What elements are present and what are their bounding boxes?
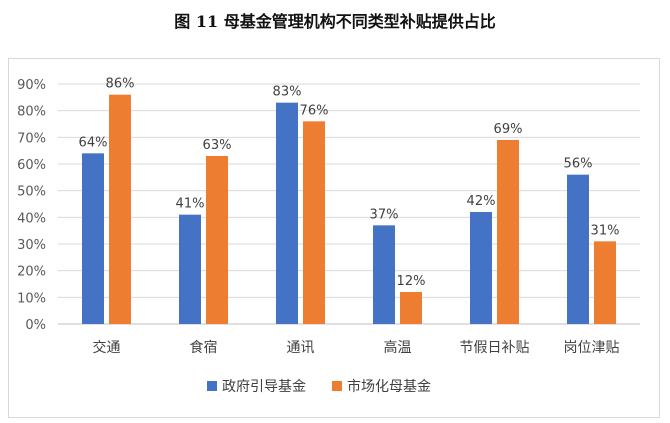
legend-label: 市场化母基金 xyxy=(347,378,431,395)
bar xyxy=(470,212,492,324)
y-tick-label: 80% xyxy=(17,105,46,120)
data-label: 83% xyxy=(273,85,302,100)
y-tick-label: 40% xyxy=(17,211,46,226)
bars xyxy=(82,94,616,325)
data-label: 76% xyxy=(300,103,329,118)
data-label: 63% xyxy=(203,138,232,153)
y-tick-label: 60% xyxy=(17,158,46,173)
x-category-label: 通讯 xyxy=(287,340,315,356)
data-label: 12% xyxy=(397,274,426,289)
x-category-label: 岗位津贴 xyxy=(564,340,620,356)
y-tick-label: 90% xyxy=(17,78,46,93)
bar xyxy=(206,156,228,324)
gridlines xyxy=(58,83,640,325)
bar xyxy=(567,174,589,324)
chart-title: 图 11 母基金管理机构不同类型补贴提供占比 xyxy=(174,12,496,31)
data-label: 41% xyxy=(176,197,205,212)
legend-swatch xyxy=(207,381,217,391)
y-tick-label: 70% xyxy=(17,131,46,146)
data-label: 86% xyxy=(106,77,135,92)
bar xyxy=(303,121,325,324)
data-label: 69% xyxy=(494,122,523,137)
x-category-label: 交通 xyxy=(93,339,121,356)
chart-frame xyxy=(8,58,660,418)
legend-label: 政府引导基金 xyxy=(222,378,306,395)
data-label: 64% xyxy=(79,135,108,150)
legend-swatch xyxy=(332,381,342,391)
x-category-label: 食宿 xyxy=(190,339,218,356)
data-label: 42% xyxy=(467,194,496,209)
y-tick-label: 50% xyxy=(17,185,46,200)
data-label: 56% xyxy=(564,157,593,172)
bar xyxy=(109,94,131,325)
bar xyxy=(179,214,201,324)
data-label: 37% xyxy=(370,207,399,222)
x-category-label: 节假日补贴 xyxy=(460,340,530,356)
legend: 政府引导基金 市场化母基金 xyxy=(207,378,431,395)
x-category-label: 高温 xyxy=(384,339,412,356)
bar xyxy=(400,292,422,324)
x-axis-categories: 交通 食宿 通讯 高温 节假日补贴 岗位津贴 xyxy=(93,339,620,356)
y-axis-ticks: 0% 10% 20% 30% 40% 50% 60% 70% 80% 90% xyxy=(17,78,46,333)
y-tick-label: 20% xyxy=(17,265,46,280)
bar xyxy=(373,225,395,324)
y-tick-label: 0% xyxy=(25,318,46,333)
data-label: 31% xyxy=(591,223,620,238)
data-labels: 64% 86% 41% 63% 83% 76% 37% 12% 42% 69% 56% 31% xyxy=(79,77,620,289)
bar xyxy=(276,102,298,325)
y-tick-label: 30% xyxy=(17,238,46,253)
bar xyxy=(82,153,104,324)
bar xyxy=(497,140,519,324)
y-tick-label: 10% xyxy=(17,291,46,306)
bar xyxy=(594,241,616,324)
